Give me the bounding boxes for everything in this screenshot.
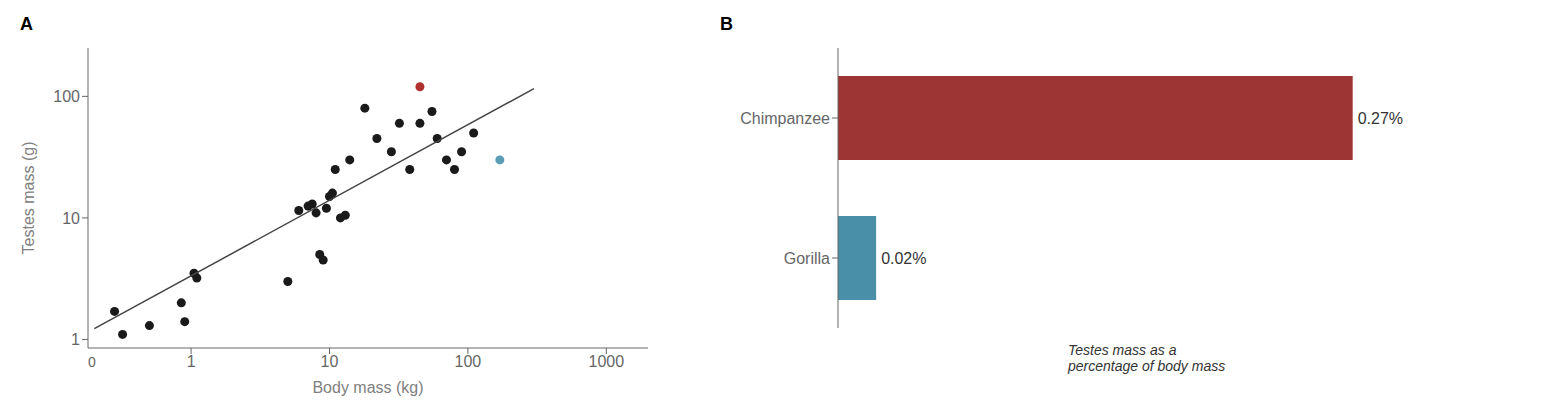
html-text:0: 0 <box>88 354 96 370</box>
svg-text:0.02%: 0.02% <box>881 250 926 267</box>
svg-text:10: 10 <box>321 353 339 370</box>
svg-text:1000: 1000 <box>589 353 625 370</box>
svg-text:1: 1 <box>71 331 80 348</box>
svg-text:0.27%: 0.27% <box>1358 110 1403 127</box>
svg-text:Body mass (kg): Body mass (kg) <box>312 379 423 396</box>
svg-text:100: 100 <box>455 353 482 370</box>
svg-text:100: 100 <box>53 88 80 105</box>
svg-text:Chimpanzee: Chimpanzee <box>740 110 830 127</box>
html-text:Testes mass as a percentage of: Testes mass as a percentage of body mass <box>1068 342 1226 374</box>
html-text:A: A <box>20 14 33 34</box>
svg-text:Testes mass (g): Testes mass (g) <box>20 142 37 255</box>
svg-text:Gorilla: Gorilla <box>784 250 830 267</box>
svg-text:1: 1 <box>187 353 196 370</box>
svg-text:10: 10 <box>62 210 80 227</box>
html-text:B: B <box>720 14 733 34</box>
